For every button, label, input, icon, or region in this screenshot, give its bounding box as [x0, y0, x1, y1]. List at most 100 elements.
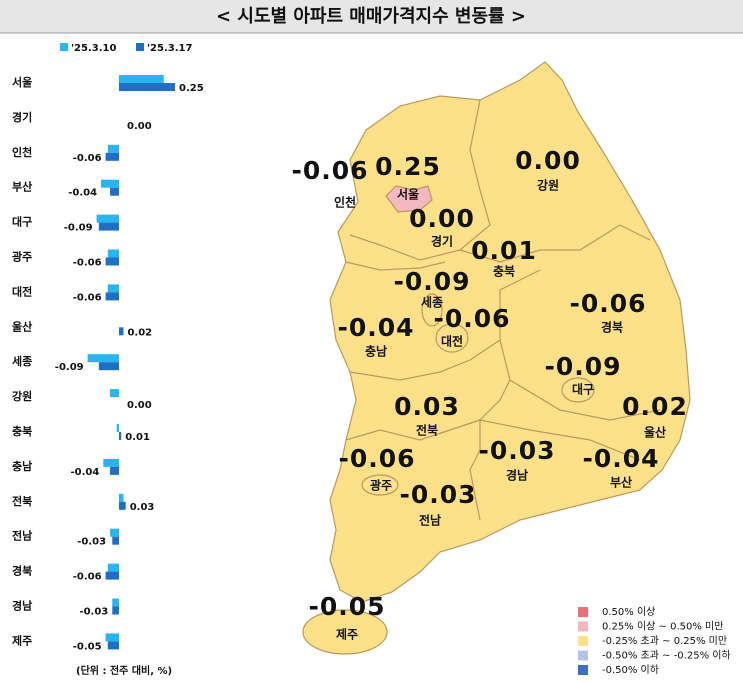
legend-label: '25.3.17 [147, 43, 192, 54]
value-label: 0.00 [127, 400, 152, 411]
bar [105, 292, 119, 301]
map-legend-label: -0.25% 초과 ~ 0.25% 미만 [602, 635, 727, 647]
map-region-name: 부산 [610, 475, 632, 490]
bar [110, 466, 119, 475]
map-region-name: 울산 [644, 425, 666, 440]
title: < 시도별 아파트 매매가격지수 변동률 > [216, 6, 526, 27]
map-value: 0.02 [622, 392, 688, 421]
unit-note: (단위 : 전주 대비, %) [76, 664, 172, 677]
category-label: 대구 [12, 215, 32, 229]
map-value: 0.01 [471, 236, 537, 265]
map-value: -0.09 [393, 267, 470, 296]
category-label: 경남 [12, 599, 32, 613]
map-legend-swatch [578, 607, 588, 617]
map-region-name: 경북 [601, 321, 623, 335]
map-legend-label: 0.50% 이상 [602, 606, 655, 618]
bar [119, 83, 175, 91]
korea-map [302, 61, 691, 655]
bar [107, 563, 119, 572]
bar [110, 187, 119, 196]
value-label: -0.09 [64, 223, 93, 234]
bar [101, 179, 119, 188]
jeju [302, 609, 388, 655]
map-region-name: 대구 [572, 383, 594, 397]
value-label: 0.00 [127, 121, 152, 132]
value-label: 0.01 [125, 432, 150, 443]
bar [107, 284, 119, 293]
bar [105, 152, 119, 161]
category-label: 대전 [12, 284, 32, 298]
bar [112, 606, 119, 615]
category-label: 부산 [12, 180, 32, 194]
value-label: -0.03 [79, 607, 108, 618]
bar [107, 641, 119, 650]
boundary [509, 379, 661, 421]
map-value: -0.06 [338, 444, 415, 473]
bar [103, 458, 119, 467]
map-value: -0.06 [433, 304, 510, 333]
map-value: 0.00 [515, 146, 581, 175]
map-value: -0.04 [582, 444, 659, 473]
legend-swatch [60, 43, 68, 51]
map-region-name: 경남 [506, 468, 528, 483]
map-value: -0.03 [399, 480, 476, 509]
category-label: 충남 [12, 459, 32, 473]
map-region-name: 충북 [493, 264, 515, 279]
map-region-name: 인천 [334, 195, 356, 210]
value-label: -0.03 [77, 537, 106, 548]
bar [116, 424, 119, 432]
map-legend-swatch [578, 621, 588, 632]
map-region-name: 제주 [336, 628, 358, 642]
bar [98, 222, 119, 231]
boundary [349, 269, 541, 381]
boundary [345, 261, 446, 271]
value-label: 0.25 [179, 83, 204, 94]
map-value: -0.03 [478, 436, 555, 465]
value-label: -0.06 [73, 292, 102, 303]
bar [110, 389, 119, 398]
category-label: 경북 [12, 564, 32, 578]
map-legend-swatch [578, 636, 588, 646]
category-label: 세종 [12, 354, 32, 368]
category-label: 충북 [12, 424, 32, 438]
value-label: -0.04 [68, 188, 97, 199]
bar [107, 144, 119, 153]
value-label: -0.06 [73, 153, 102, 164]
category-label: 서울 [12, 75, 32, 89]
boundary [349, 99, 491, 261]
map-region-name: 세종 [421, 295, 443, 310]
category-label: 울산 [12, 319, 32, 333]
seoul-area [385, 185, 433, 213]
bar [107, 249, 119, 258]
map-legend-label: -0.50% 이하 [602, 663, 659, 676]
bar [105, 633, 119, 642]
bar [96, 214, 119, 223]
legend-label: '25.3.10 [71, 43, 116, 54]
boundary [479, 419, 641, 461]
map-region-name: 충남 [365, 344, 387, 359]
bar [119, 327, 124, 336]
category-label: 인천 [12, 145, 32, 159]
sejong-area [421, 293, 443, 327]
bar [112, 598, 119, 607]
bar [110, 528, 119, 537]
category-label: 전남 [12, 529, 32, 543]
bar [119, 501, 126, 510]
bar [87, 354, 119, 363]
category-label: 제주 [12, 633, 32, 647]
boundary [459, 224, 651, 263]
bar [119, 75, 164, 83]
map-value: -0.06 [569, 289, 646, 318]
value-label: -0.05 [73, 641, 102, 652]
map-region-name: 전남 [419, 513, 441, 528]
category-label: 강원 [12, 389, 32, 403]
bar [105, 257, 119, 266]
value-label: -0.09 [55, 362, 84, 373]
map-value: -0.05 [308, 592, 385, 621]
map-legend-swatch [578, 665, 588, 675]
category-label: 경기 [12, 110, 32, 124]
map-legend-label: 0.25% 이상 ~ 0.50% 미만 [602, 621, 723, 633]
map-value: 0.03 [394, 392, 460, 421]
map-region-name: 전북 [416, 423, 438, 438]
